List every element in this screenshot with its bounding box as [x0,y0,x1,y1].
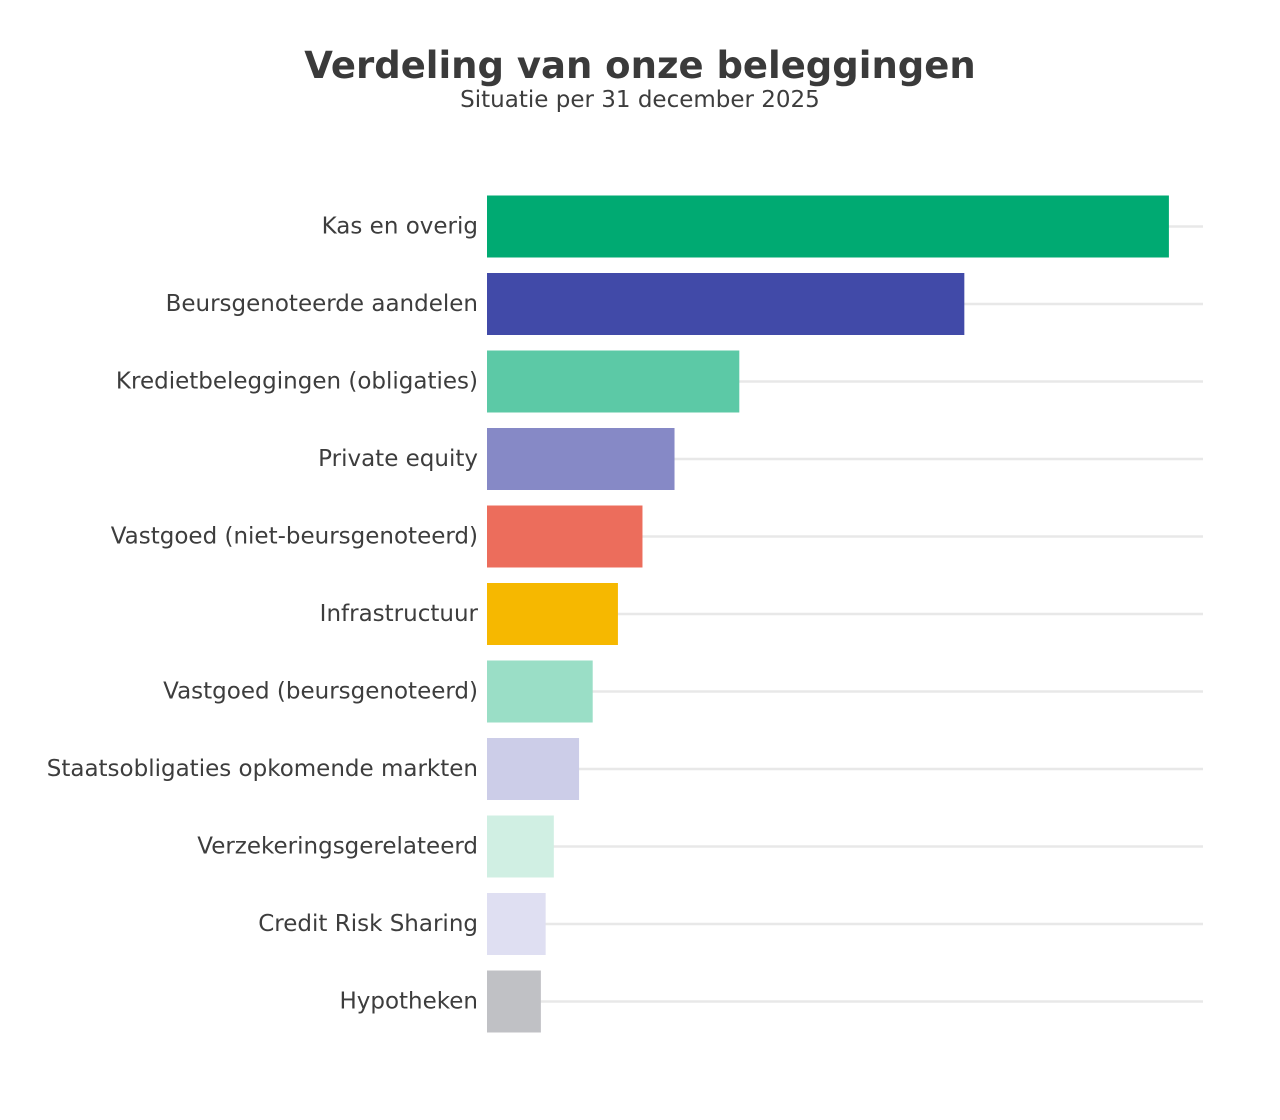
bar [487,195,1169,258]
bars [487,195,1169,1033]
category-label: Kredietbeleggingen (obligaties) [116,369,478,395]
bar [487,350,740,413]
category-label: Vastgoed (beursgenoteerd) [163,679,478,705]
category-label: Credit Risk Sharing [258,911,478,937]
category-label: Vastgoed (niet-beursgenoteerd) [111,524,478,550]
bar [487,970,541,1033]
category-label: Private equity [318,446,478,472]
category-label: Verzekeringsgerelateerd [197,834,478,860]
bar [487,660,593,723]
category-label: Beursgenoteerde aandelen [166,291,478,317]
bar [487,505,643,568]
bar [487,273,965,335]
category-label: Kas en overig [322,214,478,240]
bar [487,893,546,955]
category-labels: Kas en overig Beursgenoteerde aandelen Kre… [47,214,479,1015]
bar [487,738,580,800]
bar [487,583,618,645]
category-label: Staatsobligaties opkomende markten [47,756,478,782]
bar [487,815,554,878]
bar [487,428,675,490]
chart-title: Verdeling van onze beleggingen [304,44,976,87]
category-label: Infrastructuur [320,601,479,627]
category-label: Hypotheken [339,989,478,1015]
chart-subtitle: Situatie per 31 december 2025 [460,87,820,113]
